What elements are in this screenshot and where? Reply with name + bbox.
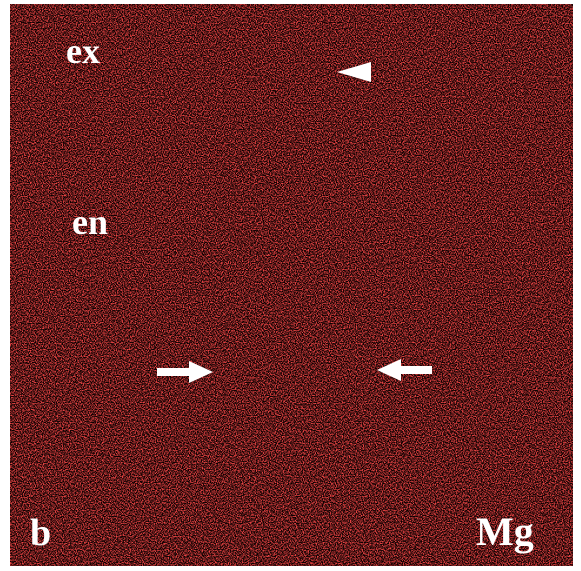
element-label: Mg xyxy=(476,509,534,554)
arrow-left xyxy=(377,359,432,381)
region-label: ex xyxy=(66,31,100,71)
panel-label: b xyxy=(30,512,51,554)
region-label: en xyxy=(72,202,108,242)
arrowhead xyxy=(337,62,371,82)
mg-signal xyxy=(10,4,573,566)
arrow-right xyxy=(157,361,213,383)
